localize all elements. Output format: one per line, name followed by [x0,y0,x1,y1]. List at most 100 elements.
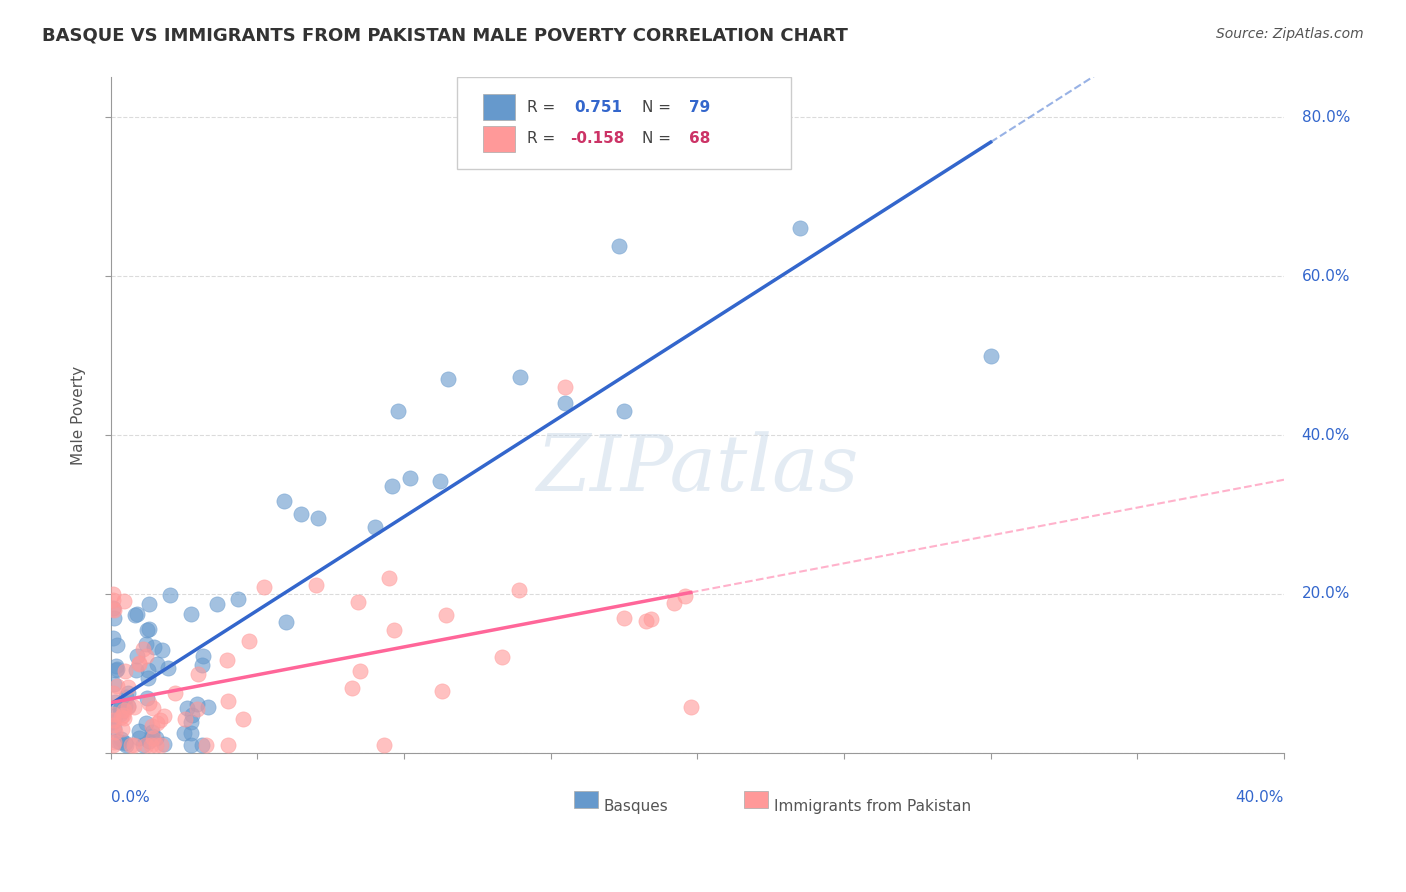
Text: N =: N = [643,131,676,146]
Text: R =: R = [527,131,560,146]
Point [122,700,145,714]
Point [103,735,125,749]
Point [180,738,202,752]
Point [491,649,513,664]
Point [114,738,136,752]
Point [180,708,202,723]
Point [136,671,159,685]
Point [110,702,132,716]
Point [307,511,329,525]
Point [104,695,127,709]
Text: N =: N = [643,100,676,115]
Point [434,608,457,623]
Point [114,690,136,704]
Point [138,696,160,710]
Text: 68: 68 [689,131,710,146]
Text: 0.0%: 0.0% [111,790,149,805]
Point [141,719,163,733]
Point [274,615,297,630]
FancyBboxPatch shape [574,790,598,808]
Point [554,396,576,410]
Point [398,471,420,485]
FancyBboxPatch shape [482,95,516,120]
Point [186,702,208,716]
Text: 20.0%: 20.0% [1302,586,1350,601]
Point [145,738,167,752]
Point [103,592,125,607]
Point [305,578,328,592]
Point [180,607,202,622]
Point [253,580,276,594]
Point [132,642,155,657]
Point [679,700,702,714]
Point [232,712,254,726]
Point [105,734,128,748]
Point [110,710,132,724]
Point [186,697,208,711]
Point [149,714,172,728]
Point [613,611,636,625]
Point [104,725,127,739]
Point [150,643,173,657]
Point [135,638,157,652]
Point [382,624,405,638]
Point [173,726,195,740]
Y-axis label: Male Poverty: Male Poverty [72,366,86,465]
Point [108,735,131,749]
Point [429,474,451,488]
FancyBboxPatch shape [457,78,792,169]
Point [117,699,139,714]
Point [135,648,157,663]
Point [437,372,460,386]
Point [381,479,404,493]
FancyBboxPatch shape [744,790,768,808]
Point [103,601,125,615]
Point [387,404,409,418]
Point [122,738,145,752]
Point [640,612,662,626]
Point [613,404,636,418]
Point [180,725,202,739]
Point [789,221,811,235]
Point [378,571,401,585]
Text: BASQUE VS IMMIGRANTS FROM PAKISTAN MALE POVERTY CORRELATION CHART: BASQUE VS IMMIGRANTS FROM PAKISTAN MALE … [42,27,848,45]
Text: 79: 79 [689,100,710,115]
Point [191,657,214,672]
Point [238,633,260,648]
Point [112,593,135,607]
Point [104,663,127,677]
Text: R =: R = [527,100,560,115]
Point [120,738,142,752]
Point [142,701,165,715]
Point [127,648,149,663]
Point [157,661,180,675]
Point [124,608,146,623]
Point [180,715,202,730]
Point [176,700,198,714]
Text: Immigrants from Pakistan: Immigrants from Pakistan [773,798,970,814]
Point [980,349,1002,363]
Point [105,662,128,676]
Point [349,665,371,679]
Point [430,684,453,698]
Point [141,724,163,739]
Point [607,239,630,253]
Point [103,707,125,722]
Point [673,589,696,603]
Point [112,703,135,717]
Point [103,603,125,617]
Point [217,738,239,752]
Text: 40.0%: 40.0% [1302,427,1350,442]
Point [634,614,657,628]
Point [340,681,363,695]
Point [103,722,125,736]
Point [128,657,150,672]
Point [290,507,312,521]
Point [103,714,125,729]
Point [145,657,167,672]
Point [136,691,159,706]
Point [125,607,148,621]
Text: -0.158: -0.158 [571,131,624,146]
Point [142,731,165,746]
Point [128,724,150,739]
